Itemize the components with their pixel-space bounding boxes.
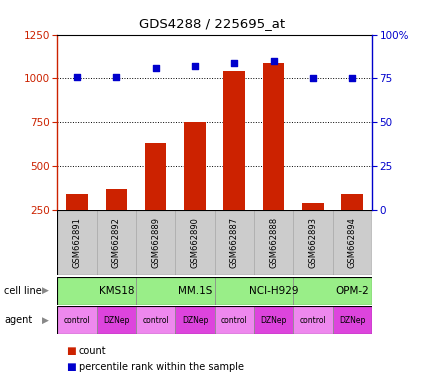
Point (309, 75, 316, 81)
Text: OPM-2: OPM-2 (335, 286, 369, 296)
Text: GSM662892: GSM662892 (112, 217, 121, 268)
Bar (57, 210, 96, 275)
Text: GSM662891: GSM662891 (73, 217, 82, 268)
Bar (215, 210, 254, 275)
Text: DZNep: DZNep (103, 316, 130, 325)
Text: control: control (300, 316, 326, 325)
Bar (293, 277, 372, 305)
Bar (136, 306, 175, 334)
Bar (254, 210, 293, 275)
Bar (293, 306, 332, 334)
Point (113, 73, 120, 79)
Bar (293, 210, 332, 275)
Text: GSM662887: GSM662887 (230, 217, 239, 268)
Point (192, 63, 198, 69)
Text: agent: agent (4, 315, 32, 325)
Point (349, 75, 356, 81)
Bar (302, 203, 324, 253)
Point (74, 73, 80, 79)
Text: ■: ■ (66, 346, 76, 356)
Text: GDS4288 / 225695_at: GDS4288 / 225695_at (139, 17, 286, 30)
Text: GSM662894: GSM662894 (348, 217, 357, 268)
Bar (66, 194, 88, 253)
Text: DZNep: DZNep (261, 316, 287, 325)
Bar (332, 210, 372, 275)
Point (270, 58, 277, 64)
Bar (175, 306, 215, 334)
Text: control: control (221, 316, 248, 325)
Text: NCI-H929: NCI-H929 (249, 286, 298, 296)
Bar (96, 306, 136, 334)
Point (231, 60, 238, 66)
Bar (254, 306, 293, 334)
Bar (96, 210, 136, 275)
Bar (145, 143, 167, 253)
Text: control: control (64, 316, 91, 325)
Bar (57, 306, 96, 334)
Text: MM.1S: MM.1S (178, 286, 212, 296)
Bar (136, 277, 215, 305)
Bar (175, 210, 215, 275)
Bar (341, 194, 363, 253)
Bar (184, 122, 206, 253)
Text: GSM662889: GSM662889 (151, 217, 160, 268)
Text: DZNep: DZNep (182, 316, 208, 325)
Point (152, 65, 159, 71)
Text: control: control (142, 316, 169, 325)
Text: ▶: ▶ (42, 316, 48, 325)
Bar (224, 71, 245, 253)
Text: cell line: cell line (4, 286, 42, 296)
Bar (136, 210, 175, 275)
Text: GSM662888: GSM662888 (269, 217, 278, 268)
Bar (215, 277, 293, 305)
Bar (215, 306, 254, 334)
Text: ▶: ▶ (42, 286, 48, 295)
Bar (57, 277, 136, 305)
Text: ■: ■ (66, 362, 76, 372)
Text: KMS18: KMS18 (99, 286, 134, 296)
Bar (263, 63, 284, 253)
Text: GSM662890: GSM662890 (190, 217, 199, 268)
Text: percentile rank within the sample: percentile rank within the sample (79, 362, 244, 372)
Bar (105, 189, 127, 253)
Text: DZNep: DZNep (339, 316, 366, 325)
Bar (332, 306, 372, 334)
Text: GSM662893: GSM662893 (309, 217, 317, 268)
Text: count: count (79, 346, 106, 356)
